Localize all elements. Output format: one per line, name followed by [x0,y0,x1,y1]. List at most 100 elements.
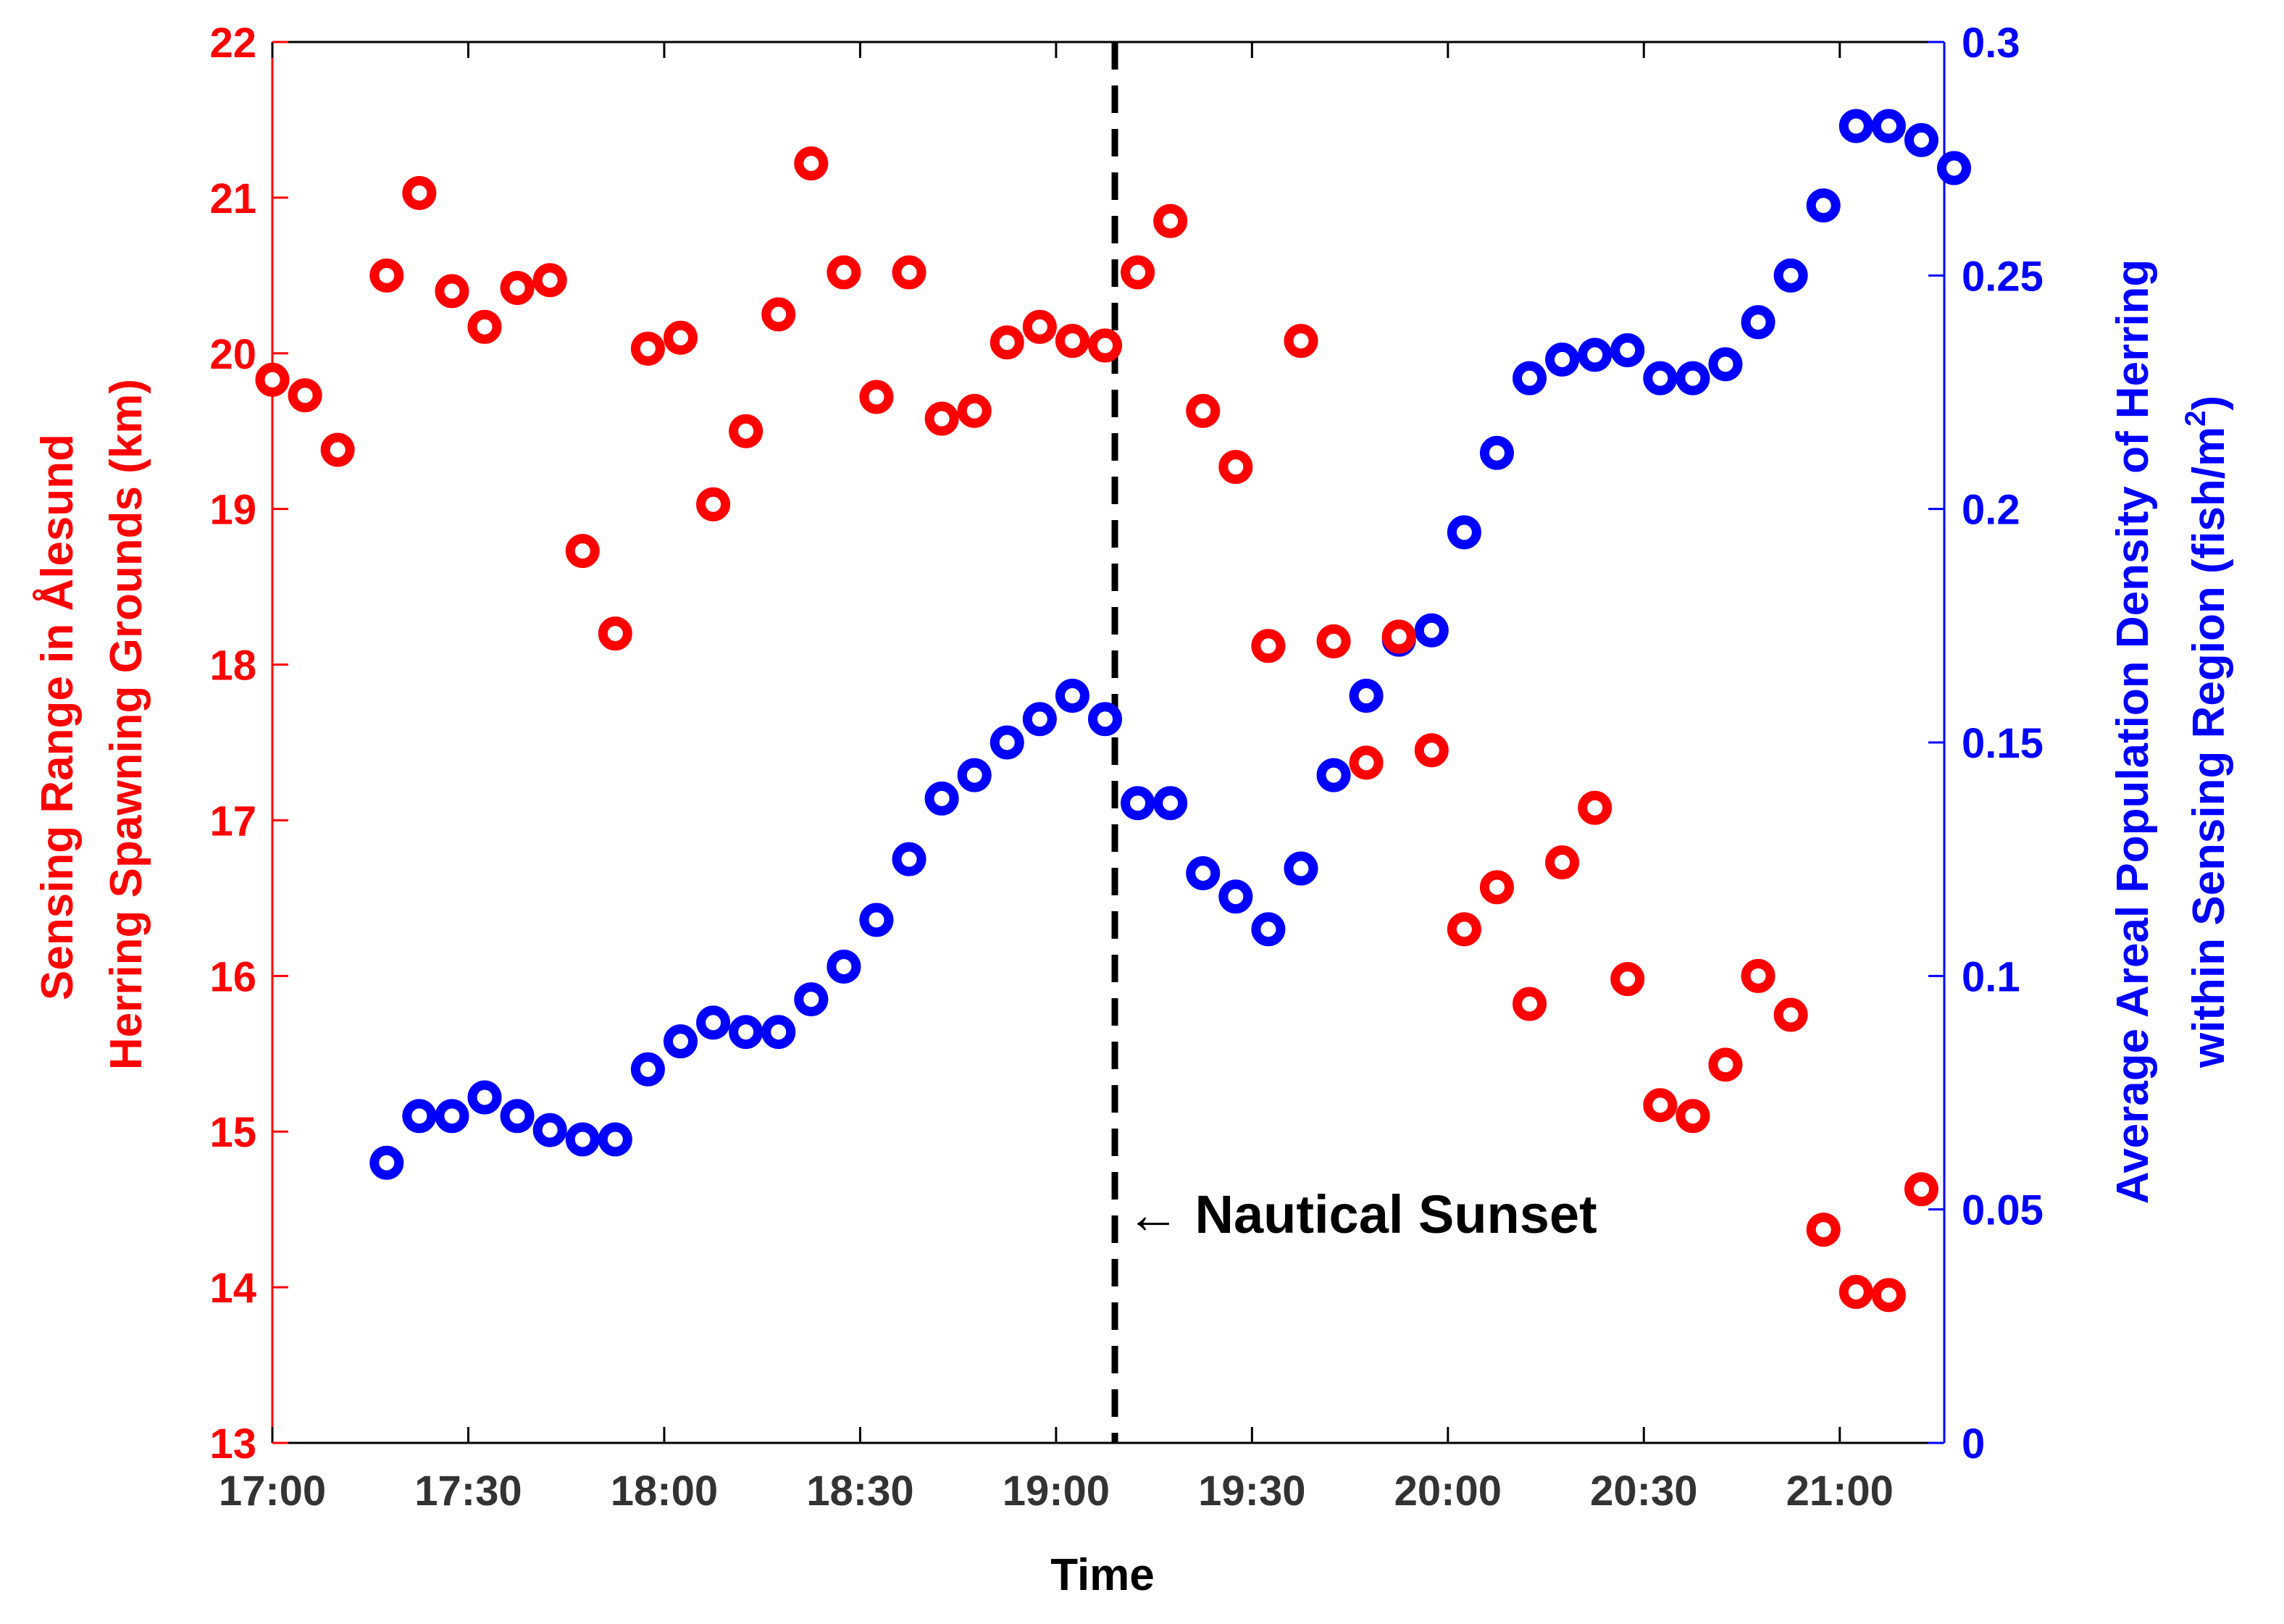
right-y-tick-label: 0.15 [1962,720,2044,767]
x-tick-label: 19:30 [1198,1468,1305,1515]
sensing-range-point [1153,204,1188,238]
sensing-range-point [1381,619,1416,654]
sensing-range-point [827,255,861,290]
sensing-range-point [1676,1099,1710,1134]
sensing-range-point [1839,1275,1873,1310]
left-y-axis-title-line1: Sensing Range in Ålesund [33,434,83,1000]
right-y-tick-label: 0.25 [1962,253,2044,300]
x-tick-label: 18:00 [611,1468,718,1515]
sensing-range-point [1121,255,1155,290]
right-y-axis-title-line2: within Sensing Region (fish/m2) [2180,395,2234,1068]
density-point [1022,702,1057,737]
density-point [663,1024,698,1059]
sensing-range-point [794,146,829,181]
sensing-range-point [663,320,698,355]
density-point [1218,879,1253,914]
sensing-range-point [1414,733,1449,768]
density-point [1349,679,1384,713]
sensing-range-point [761,297,796,332]
sensing-range-point [435,274,469,309]
x-tick-label: 18:30 [806,1468,913,1515]
sensing-range-point [1578,790,1612,825]
right-y-tick-label: 0 [1962,1420,1985,1468]
right-y-axis-title-superscript: 2 [2180,411,2212,427]
sensing-range-point [1186,393,1221,428]
density-point [1186,856,1221,891]
sensing-range-point [1087,328,1122,363]
right-y-axis-ticks: 0 0.05 0.1 0.15 0.2 0.25 0.3 [1928,20,2044,1468]
density-point [1610,332,1645,367]
right-y-tick-label: 0.2 [1962,487,2020,534]
density-point [1741,305,1775,340]
density-point [1447,515,1481,550]
right-y-axis-title-line2-main: within Sensing Region (fish/m [2184,427,2234,1068]
sensing-range-point [500,271,535,306]
sensing-range-point [320,432,355,467]
sensing-range-point [859,380,894,414]
density-point [1773,258,1808,293]
sensing-range-point [957,393,992,428]
density-point [532,1113,567,1147]
left-y-tick-label: 14 [209,1265,256,1312]
density-point [1479,435,1514,470]
sensing-range-point [1055,324,1089,359]
sensing-range-point [1610,962,1645,997]
density-point [1676,361,1710,395]
x-tick-label: 20:30 [1590,1468,1697,1515]
right-y-tick-label: 0.1 [1962,953,2020,1000]
density-point [1806,188,1841,223]
x-tick-label: 21:00 [1786,1468,1894,1515]
sensing-range-point [696,487,731,522]
density-point [369,1145,404,1180]
density-point [1904,122,1938,157]
density-point [1937,151,1972,185]
density-point [990,725,1024,760]
sensing-range-point [1871,1278,1906,1313]
density-point [467,1080,502,1115]
sensing-range-point [532,263,567,298]
density-point [1513,361,1547,395]
left-y-tick-label: 13 [209,1420,256,1468]
sensing-range-point [924,401,959,436]
density-point [1087,702,1122,737]
right-y-tick-label: 0.3 [1962,20,2020,67]
sensing-range-point [1447,912,1481,947]
density-point [1414,613,1449,648]
sensing-range-point [630,331,665,366]
sensing-range-point [565,534,600,569]
density-point [859,903,894,937]
sensing-range-point [990,325,1024,360]
x-axis-ticks: 17:00 17:30 18:00 18:30 19:00 19:30 20:00 20:30… [219,42,1894,1515]
left-y-axis-ticks: 13 14 15 16 17 18 19 20 21 22 [209,20,288,1468]
density-point [435,1099,469,1134]
sensing-range-point [1349,745,1384,780]
sensing-range-point [1022,309,1057,344]
sensing-range-point [1806,1213,1841,1247]
x-tick-label: 17:30 [414,1468,522,1515]
x-tick-label: 20:00 [1394,1468,1502,1515]
density-point [1545,342,1580,377]
density-point [761,1015,796,1050]
density-point [1578,338,1612,372]
density-point [696,1005,731,1040]
right-y-axis-title-line1: Average Areal Population Density of Herr… [2108,259,2158,1205]
density-point [924,781,959,816]
density-point [1153,786,1188,821]
sensing-range-point [1741,958,1775,993]
density-point [1316,758,1351,792]
density-point [729,1015,764,1050]
left-y-axis-title-line2: Herring Spawning Grounds (km) [101,379,151,1070]
left-y-tick-label: 19 [209,487,256,534]
density-point [892,842,926,876]
herring-density-series [369,109,1972,1180]
nautical-sunset-label: ← Nautical Sunset [1126,1184,1597,1244]
sensing-range-point [1773,997,1808,1032]
sensing-range-series [255,146,1938,1313]
density-point [1643,361,1678,395]
sensing-range-point [255,362,290,397]
left-y-tick-label: 20 [209,331,256,378]
right-y-axis-title-line2-end: ) [2184,395,2234,411]
sensing-range-point [598,616,632,651]
sensing-range-point [1479,870,1514,905]
